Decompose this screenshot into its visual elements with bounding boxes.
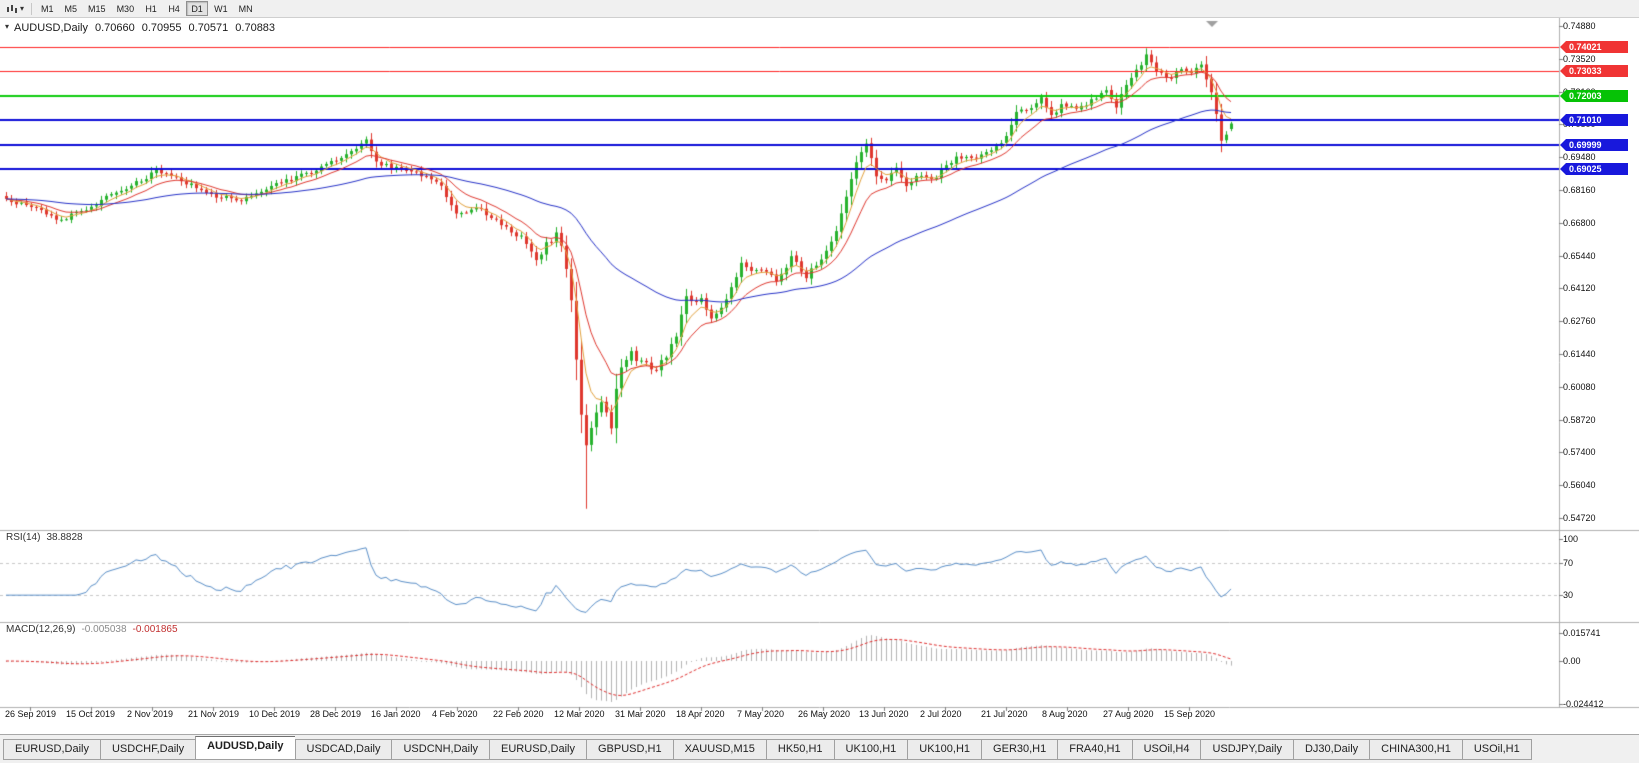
tab-xauusd-m15[interactable]: XAUUSD,M15 bbox=[672, 739, 766, 760]
date-axis-label: 27 Aug 2020 bbox=[1103, 709, 1154, 719]
tab-audusd-daily[interactable]: AUDUSD,Daily bbox=[195, 736, 295, 760]
tab-ger30-h1[interactable]: GER30,H1 bbox=[981, 739, 1058, 760]
timeframe-button-m1[interactable]: M1 bbox=[41, 4, 54, 14]
date-axis-label: 26 Sep 2019 bbox=[5, 709, 57, 719]
date-axis-label: 31 Mar 2020 bbox=[615, 709, 666, 719]
rsi-axis-tick: 100 bbox=[1563, 534, 1579, 544]
chart-area: ▾ AUDUSD,Daily 0.70660 0.70955 0.70571 0… bbox=[0, 18, 1639, 734]
timeframe-button-m15[interactable]: M15 bbox=[88, 4, 106, 14]
price-axis-tick: 0.62760 bbox=[1563, 316, 1596, 327]
date-axis-label: 18 Apr 2020 bbox=[676, 709, 725, 719]
date-axis-label: 26 May 2020 bbox=[798, 709, 851, 719]
date-axis-label: 21 Jul 2020 bbox=[981, 709, 1028, 719]
timeframe-button-m5[interactable]: M5 bbox=[64, 4, 78, 14]
tab-gbpusd-h1[interactable]: GBPUSD,H1 bbox=[586, 739, 673, 760]
price-axis-tick: 0.74880 bbox=[1563, 21, 1596, 31]
date-axis-label: 2 Nov 2019 bbox=[127, 709, 174, 719]
price-line-tag[interactable]: 0.69025 bbox=[1560, 163, 1628, 175]
chart-tabs-bar: EURUSD,Daily USDCHF,Daily AUDUSD,Daily USDC… bbox=[0, 734, 1639, 763]
price-axis-tick: 0.69480 bbox=[1563, 152, 1596, 163]
timeframe-button-h4[interactable]: H4 bbox=[168, 4, 180, 14]
price-axis-tick: 0.60080 bbox=[1563, 381, 1596, 392]
tab-fra40-h1[interactable]: FRA40,H1 bbox=[1057, 739, 1132, 760]
price-axis-tick: 0.58720 bbox=[1563, 414, 1596, 425]
price-axis-tick: 0.57400 bbox=[1563, 447, 1596, 458]
rsi-axis-tick: 30 bbox=[1563, 590, 1574, 600]
price-axis-tick: 0.68160 bbox=[1563, 185, 1596, 195]
price-axis-tick: 0.73520 bbox=[1563, 53, 1596, 64]
chart-ohlc-readout: ▾ AUDUSD,Daily 0.70660 0.70955 0.70571 0… bbox=[5, 22, 275, 34]
macd-name: MACD(12,26,9) bbox=[6, 624, 76, 635]
date-axis-label: 2 Jul 2020 bbox=[920, 709, 962, 719]
price-axis-tick: 0.61440 bbox=[1563, 349, 1596, 359]
ohlc-open: 0.70660 bbox=[94, 22, 135, 34]
date-axis-label: 7 May 2020 bbox=[737, 709, 785, 719]
tab-usoil-h1[interactable]: USOil,H1 bbox=[1461, 739, 1532, 760]
date-axis-label: 15 Oct 2019 bbox=[66, 709, 116, 719]
macd-axis-tick: 0.00 bbox=[1563, 656, 1581, 666]
tab-usoil-h4[interactable]: USOil,H4 bbox=[1131, 739, 1201, 760]
price-line-tag[interactable]: 0.72003 bbox=[1560, 90, 1628, 102]
date-axis-label: 16 Jan 2020 bbox=[371, 709, 421, 719]
timeframe-button-mn[interactable]: MN bbox=[238, 4, 253, 14]
tab-usdchf-daily[interactable]: USDCHF,Daily bbox=[99, 739, 196, 760]
timeframe-buttons-group: M1 M5 M15 M30 H1 H4 D1 W1 MN bbox=[36, 1, 258, 16]
tab-uk100-h1[interactable]: UK100,H1 bbox=[907, 739, 982, 760]
price-axis-tick: 0.56040 bbox=[1563, 480, 1596, 491]
timeframe-button-m30[interactable]: M30 bbox=[116, 4, 135, 14]
date-axis-label: 22 Feb 2020 bbox=[493, 709, 544, 719]
price-chart-canvas[interactable] bbox=[0, 18, 1639, 734]
tab-usdcad-daily[interactable]: USDCAD,Daily bbox=[294, 739, 392, 760]
chart-symbol-title: AUDUSD,Daily bbox=[14, 22, 88, 34]
price-line-tag[interactable]: 0.71010 bbox=[1560, 114, 1628, 126]
price-axis-tick: 0.54720 bbox=[1563, 513, 1596, 523]
date-axis-label: 4 Feb 2020 bbox=[432, 709, 478, 719]
timeframe-button-h1[interactable]: H1 bbox=[145, 4, 157, 14]
toolbar-separator bbox=[31, 2, 33, 15]
rsi-axis-tick: 70 bbox=[1563, 558, 1574, 568]
ohlc-high: 0.70955 bbox=[141, 22, 182, 34]
macd-signal-value: -0.001865 bbox=[132, 624, 178, 635]
chart-type-dropdown-caret-icon[interactable]: ▾ bbox=[20, 4, 25, 13]
tab-usdcnh-daily[interactable]: USDCNH,Daily bbox=[391, 739, 490, 760]
tab-eurusd-daily[interactable]: EURUSD,Daily bbox=[489, 739, 586, 760]
tab-hk50-h1[interactable]: HK50,H1 bbox=[765, 739, 834, 760]
rsi-value: 38.8828 bbox=[46, 532, 83, 543]
ohlc-close: 0.70883 bbox=[235, 22, 276, 34]
rsi-name: RSI(14) bbox=[6, 532, 41, 543]
tab-dj30-daily[interactable]: DJ30,Daily bbox=[1292, 739, 1370, 760]
ohlc-low: 0.70571 bbox=[188, 22, 229, 34]
date-axis-label: 12 Mar 2020 bbox=[554, 709, 605, 719]
candlestick-glyph bbox=[7, 4, 17, 13]
price-line-tag[interactable]: 0.73033 bbox=[1560, 65, 1628, 77]
tab-china300-h1[interactable]: CHINA300,H1 bbox=[1369, 739, 1462, 760]
macd-axis-tick: -0.024412 bbox=[1563, 699, 1604, 710]
timeframe-toolbar: ▾ M1 M5 M15 M30 H1 H4 D1 W1 MN bbox=[0, 0, 1639, 18]
price-axis-tick: 0.65440 bbox=[1563, 250, 1596, 261]
tab-eurusd-daily[interactable]: EURUSD,Daily bbox=[3, 739, 100, 760]
timeframe-button-w1[interactable]: W1 bbox=[214, 4, 228, 14]
rsi-indicator-label: RSI(14) 38.8828 bbox=[6, 532, 83, 543]
price-line-tag[interactable]: 0.74021 bbox=[1560, 41, 1628, 53]
chart-menu-caret-icon[interactable]: ▾ bbox=[5, 22, 10, 31]
timeframe-button-d1[interactable]: D1 bbox=[186, 1, 209, 16]
tab-uk100-h1[interactable]: UK100,H1 bbox=[833, 739, 908, 760]
tab-usdjpy-daily[interactable]: USDJPY,Daily bbox=[1200, 739, 1293, 760]
price-axis-tick: 0.66800 bbox=[1563, 217, 1596, 228]
macd-indicator-label: MACD(12,26,9) -0.005038 -0.001865 bbox=[6, 624, 178, 635]
date-axis-label: 28 Dec 2019 bbox=[310, 709, 362, 719]
price-line-tag[interactable]: 0.69999 bbox=[1560, 139, 1628, 151]
macd-axis-tick: 0.015741 bbox=[1563, 627, 1601, 638]
date-axis-label: 10 Dec 2019 bbox=[249, 709, 301, 719]
date-axis-label: 15 Sep 2020 bbox=[1164, 709, 1216, 719]
chart-type-icon[interactable] bbox=[4, 2, 20, 16]
date-axis-label: 21 Nov 2019 bbox=[188, 709, 240, 719]
price-axis-tick: 0.64120 bbox=[1563, 283, 1596, 294]
date-axis-label: 8 Aug 2020 bbox=[1042, 709, 1088, 719]
macd-main-value: -0.005038 bbox=[81, 624, 127, 635]
date-axis-label: 13 Jun 2020 bbox=[859, 709, 909, 719]
